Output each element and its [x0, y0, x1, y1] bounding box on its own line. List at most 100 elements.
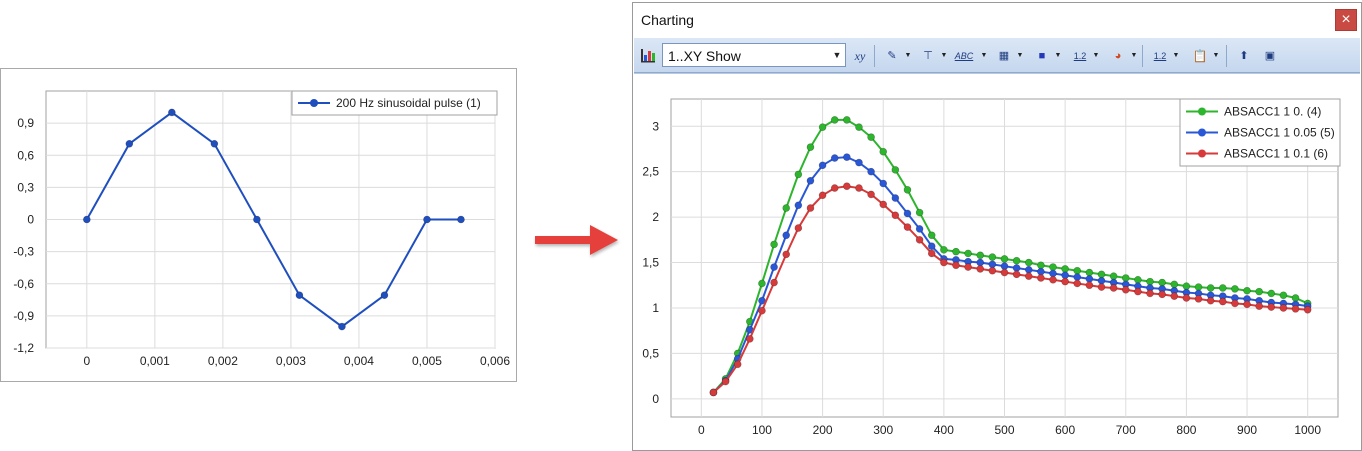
sinusoidal-pulse-chart: 0 0,001 0,002 0,003 0,004 0,005 0,006 0,9 0,6 0,3…	[13, 90, 510, 368]
color-dropdown-icon[interactable]: ▼	[1130, 52, 1138, 59]
y-tick-label: 0,9	[17, 116, 34, 130]
toolbar-separator	[1142, 45, 1143, 67]
data-point	[1097, 270, 1106, 279]
data-point	[125, 139, 134, 148]
data-format-dropdown-icon[interactable]: ▼	[1172, 52, 1180, 59]
data-point	[891, 211, 900, 220]
data-point	[867, 167, 875, 176]
chart-toolbar: 1..XY Show ▼ xy ✎ ▼ ⊤ ▼ ABC ▼ ▦ ▼ ■ ▼ 1.…	[634, 38, 1360, 73]
data-point	[794, 224, 803, 232]
data-point	[782, 250, 791, 259]
edit-icon[interactable]: ✎	[887, 50, 897, 62]
data-point	[988, 260, 997, 269]
data-point	[758, 279, 766, 288]
data-point	[891, 166, 900, 174]
window-title: Charting	[641, 12, 694, 28]
legend-swatch-marker	[310, 99, 318, 107]
data-point	[1073, 273, 1082, 281]
y-tick-label: 3	[652, 119, 659, 133]
bar-chart-icon[interactable]	[640, 47, 656, 63]
data-point	[806, 176, 815, 185]
x-tick-label: 0,003	[276, 354, 306, 368]
x-tick-label: 0,004	[344, 354, 374, 368]
data-point	[1012, 270, 1021, 279]
x-tick-label: 0	[83, 354, 90, 368]
data-point	[1134, 287, 1142, 296]
close-button[interactable]: ×	[1335, 9, 1357, 31]
data-point	[1049, 269, 1057, 278]
data-point	[758, 306, 766, 315]
data-point	[770, 240, 778, 249]
data-point	[1037, 261, 1045, 270]
export-icon[interactable]: ⬆	[1239, 50, 1249, 62]
values-icon[interactable]: 1.2	[1073, 51, 1087, 61]
labels-icon[interactable]: ABC	[954, 51, 974, 61]
values-dropdown-icon[interactable]: ▼	[1092, 52, 1100, 59]
y-tick-label: 0,3	[17, 180, 34, 194]
data-point	[830, 154, 839, 162]
data-point	[770, 278, 778, 287]
data-point	[380, 291, 389, 300]
x-tick-label: 0,001	[140, 354, 170, 368]
data-point	[927, 249, 936, 258]
chevron-down-icon[interactable]: ▼	[832, 50, 842, 60]
data-point	[1206, 296, 1215, 305]
clipboard-icon[interactable]: 📋	[1192, 49, 1208, 63]
data-point	[976, 265, 985, 273]
legend-label: ABSACC1 1 0. (4)	[1224, 105, 1321, 119]
data-point	[1061, 277, 1069, 286]
x-tick-label: 100	[752, 423, 772, 437]
color-palette-icon[interactable]: ◕	[1114, 50, 1122, 62]
data-point	[1085, 268, 1094, 277]
data-point	[733, 360, 742, 369]
legend-label: 200 Hz sinusoidal pulse (1)	[336, 96, 481, 110]
charting-window: Charting × 1..XY Show ▼ xy ✎ ▼ ⊤ ▼ ABC ▼…	[632, 2, 1362, 451]
x-tick-label: 0,002	[208, 354, 238, 368]
marker-dropdown-icon[interactable]: ▼	[1054, 52, 1062, 59]
data-point	[1255, 287, 1263, 296]
data-point	[988, 253, 997, 261]
x-tick-label: 0,005	[412, 354, 442, 368]
data-point	[843, 182, 851, 191]
data-format-icon[interactable]: 1.2	[1153, 51, 1167, 61]
clipboard-dropdown-icon[interactable]: ▼	[1212, 52, 1220, 59]
legend-swatch-marker	[1198, 128, 1206, 137]
marker-icon[interactable]: ■	[1038, 50, 1046, 62]
legend-dropdown-icon[interactable]: ▼	[1016, 52, 1024, 59]
legend-icon[interactable]: ▦	[998, 50, 1010, 62]
data-point	[1243, 300, 1251, 309]
data-point	[1024, 272, 1033, 280]
data-point	[1061, 271, 1069, 280]
data-point	[1134, 276, 1142, 284]
title-bar: Charting ×	[633, 3, 1361, 35]
data-point	[976, 258, 985, 267]
x-tick-label: 400	[934, 423, 954, 437]
axis-scale-dropdown-icon[interactable]: ▼	[940, 52, 948, 59]
x-tick-label: 700	[1116, 423, 1136, 437]
data-point	[1170, 292, 1179, 300]
data-point	[964, 263, 972, 271]
data-point	[818, 191, 827, 200]
labels-dropdown-icon[interactable]: ▼	[980, 52, 988, 59]
axis-scale-icon[interactable]: ⊤	[923, 50, 933, 62]
xy-axis-icon[interactable]: xy	[854, 49, 866, 63]
arrow-right-icon	[535, 225, 618, 255]
data-point	[1012, 256, 1021, 265]
edit-dropdown-icon[interactable]: ▼	[904, 52, 912, 59]
data-point	[746, 335, 754, 343]
data-point	[1267, 289, 1276, 298]
data-point	[903, 223, 912, 231]
chart-settings-icon[interactable]: ▣	[1264, 50, 1276, 62]
data-point	[940, 258, 948, 267]
data-point	[855, 184, 863, 192]
data-point	[903, 209, 912, 218]
view-select[interactable]: 1..XY Show ▼	[662, 43, 846, 67]
toolbar-separator	[1226, 45, 1227, 67]
data-point	[1146, 289, 1154, 298]
data-point	[1243, 286, 1251, 295]
data-point	[867, 190, 875, 199]
data-point	[830, 184, 839, 192]
data-point	[457, 215, 465, 224]
y-tick-label: -0,3	[13, 245, 34, 259]
data-point	[1049, 263, 1057, 271]
